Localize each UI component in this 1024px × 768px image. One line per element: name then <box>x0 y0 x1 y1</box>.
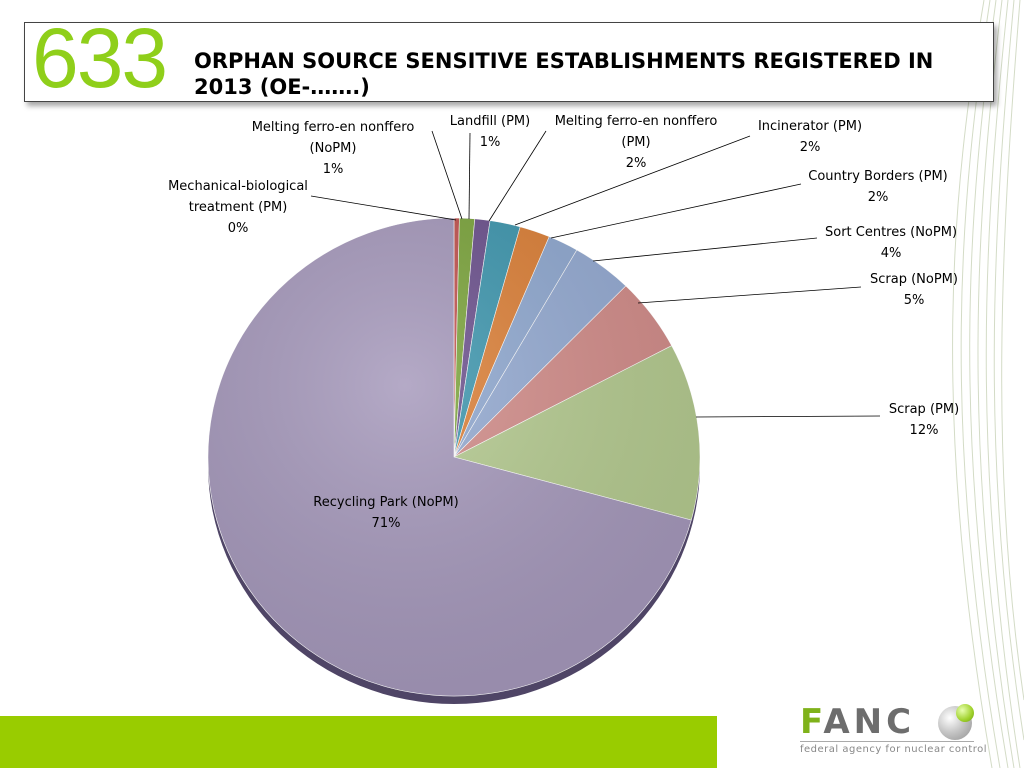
leader-line-scrap-pm <box>695 415 881 418</box>
slice-label-line: Incinerator (PM) <box>758 119 862 134</box>
footer-accent-bar <box>0 716 717 768</box>
logo-small-sphere-icon <box>956 704 974 722</box>
slice-label-mechanical-biological-treatment-pm: Mechanical-biological treatment (PM) 0% <box>168 179 308 236</box>
slice-percent: 2% <box>868 190 889 205</box>
slice-label-line: Sort Centres (NoPM) <box>825 225 957 240</box>
slice-percent: 1% <box>323 162 344 177</box>
slice-percent: 2% <box>626 156 647 171</box>
slice-label-line: treatment (PM) <box>189 200 288 215</box>
slice-label-line: Landfill (PM) <box>450 114 530 129</box>
slice-label-sort-centres-nopm: Sort Centres (NoPM) 4% <box>825 225 957 261</box>
slice-percent: 71% <box>372 516 401 531</box>
slice-label-recycling-park-nopm: Recycling Park (NoPM) 71% <box>313 495 458 531</box>
slice-percent: 2% <box>800 140 821 155</box>
slice-label-melting-ferro-en-nonffero-pm: Melting ferro-en nonffero (PM) 2% <box>555 114 718 171</box>
slice-percent: 1% <box>480 135 501 150</box>
slice-label-line: Melting ferro-en nonffero <box>252 120 415 135</box>
slice-percent: 12% <box>910 423 939 438</box>
slice-label-scrap-pm: Scrap (PM) 12% <box>889 402 959 438</box>
slice-label-line: Recycling Park (NoPM) <box>313 495 458 510</box>
leader-line-landfill-pm <box>468 132 471 220</box>
slice-label-melting-ferro-en-nonffero-nopm: Melting ferro-en nonffero (NoPM) 1% <box>252 120 415 177</box>
slice-label-line: (NoPM) <box>310 141 357 156</box>
logo-wordmark: FANC <box>800 702 916 742</box>
slice-percent: 4% <box>881 246 902 261</box>
leader-line-incinerator-pm <box>514 135 751 226</box>
leader-line-country-borders-pm <box>550 183 802 239</box>
fanc-logo: FANC federal agency for nuclear control <box>800 702 1000 762</box>
slice-label-line: Mechanical-biological <box>168 179 308 194</box>
slice-label-scrap-nopm: Scrap (NoPM) 5% <box>870 272 958 308</box>
leader-line-melting-ferro-en-nonffero-pm <box>488 130 547 222</box>
leader-line-sort-centres-nopm <box>592 237 818 262</box>
header-box <box>24 22 994 102</box>
slice-label-line: (PM) <box>621 135 650 150</box>
page-title: ORPHAN SOURCE SENSITIVE ESTABLISHMENTS R… <box>194 49 934 99</box>
slice-label-incinerator-pm: Incinerator (PM) 2% <box>758 119 862 155</box>
slice-label-line: Melting ferro-en nonffero <box>555 114 718 129</box>
slice-percent: 0% <box>228 221 249 236</box>
leader-line-scrap-nopm <box>637 286 862 304</box>
slice-percent: 5% <box>904 293 925 308</box>
slice-label-country-borders-pm: Country Borders (PM) 2% <box>808 169 947 205</box>
logo-divider <box>800 741 974 742</box>
slice-label-landfill-pm: Landfill (PM) 1% <box>450 114 530 150</box>
slice-label-line: Country Borders (PM) <box>808 169 947 184</box>
leader-line-mechanical-biological-treatment-pm <box>310 195 457 221</box>
leader-line-melting-ferro-en-nonffero-nopm <box>431 130 463 220</box>
header-number: 633 <box>32 11 168 105</box>
slice-label-line: Scrap (NoPM) <box>870 272 958 287</box>
logo-tagline: federal agency for nuclear control <box>800 744 988 755</box>
slice-label-line: Scrap (PM) <box>889 402 959 417</box>
